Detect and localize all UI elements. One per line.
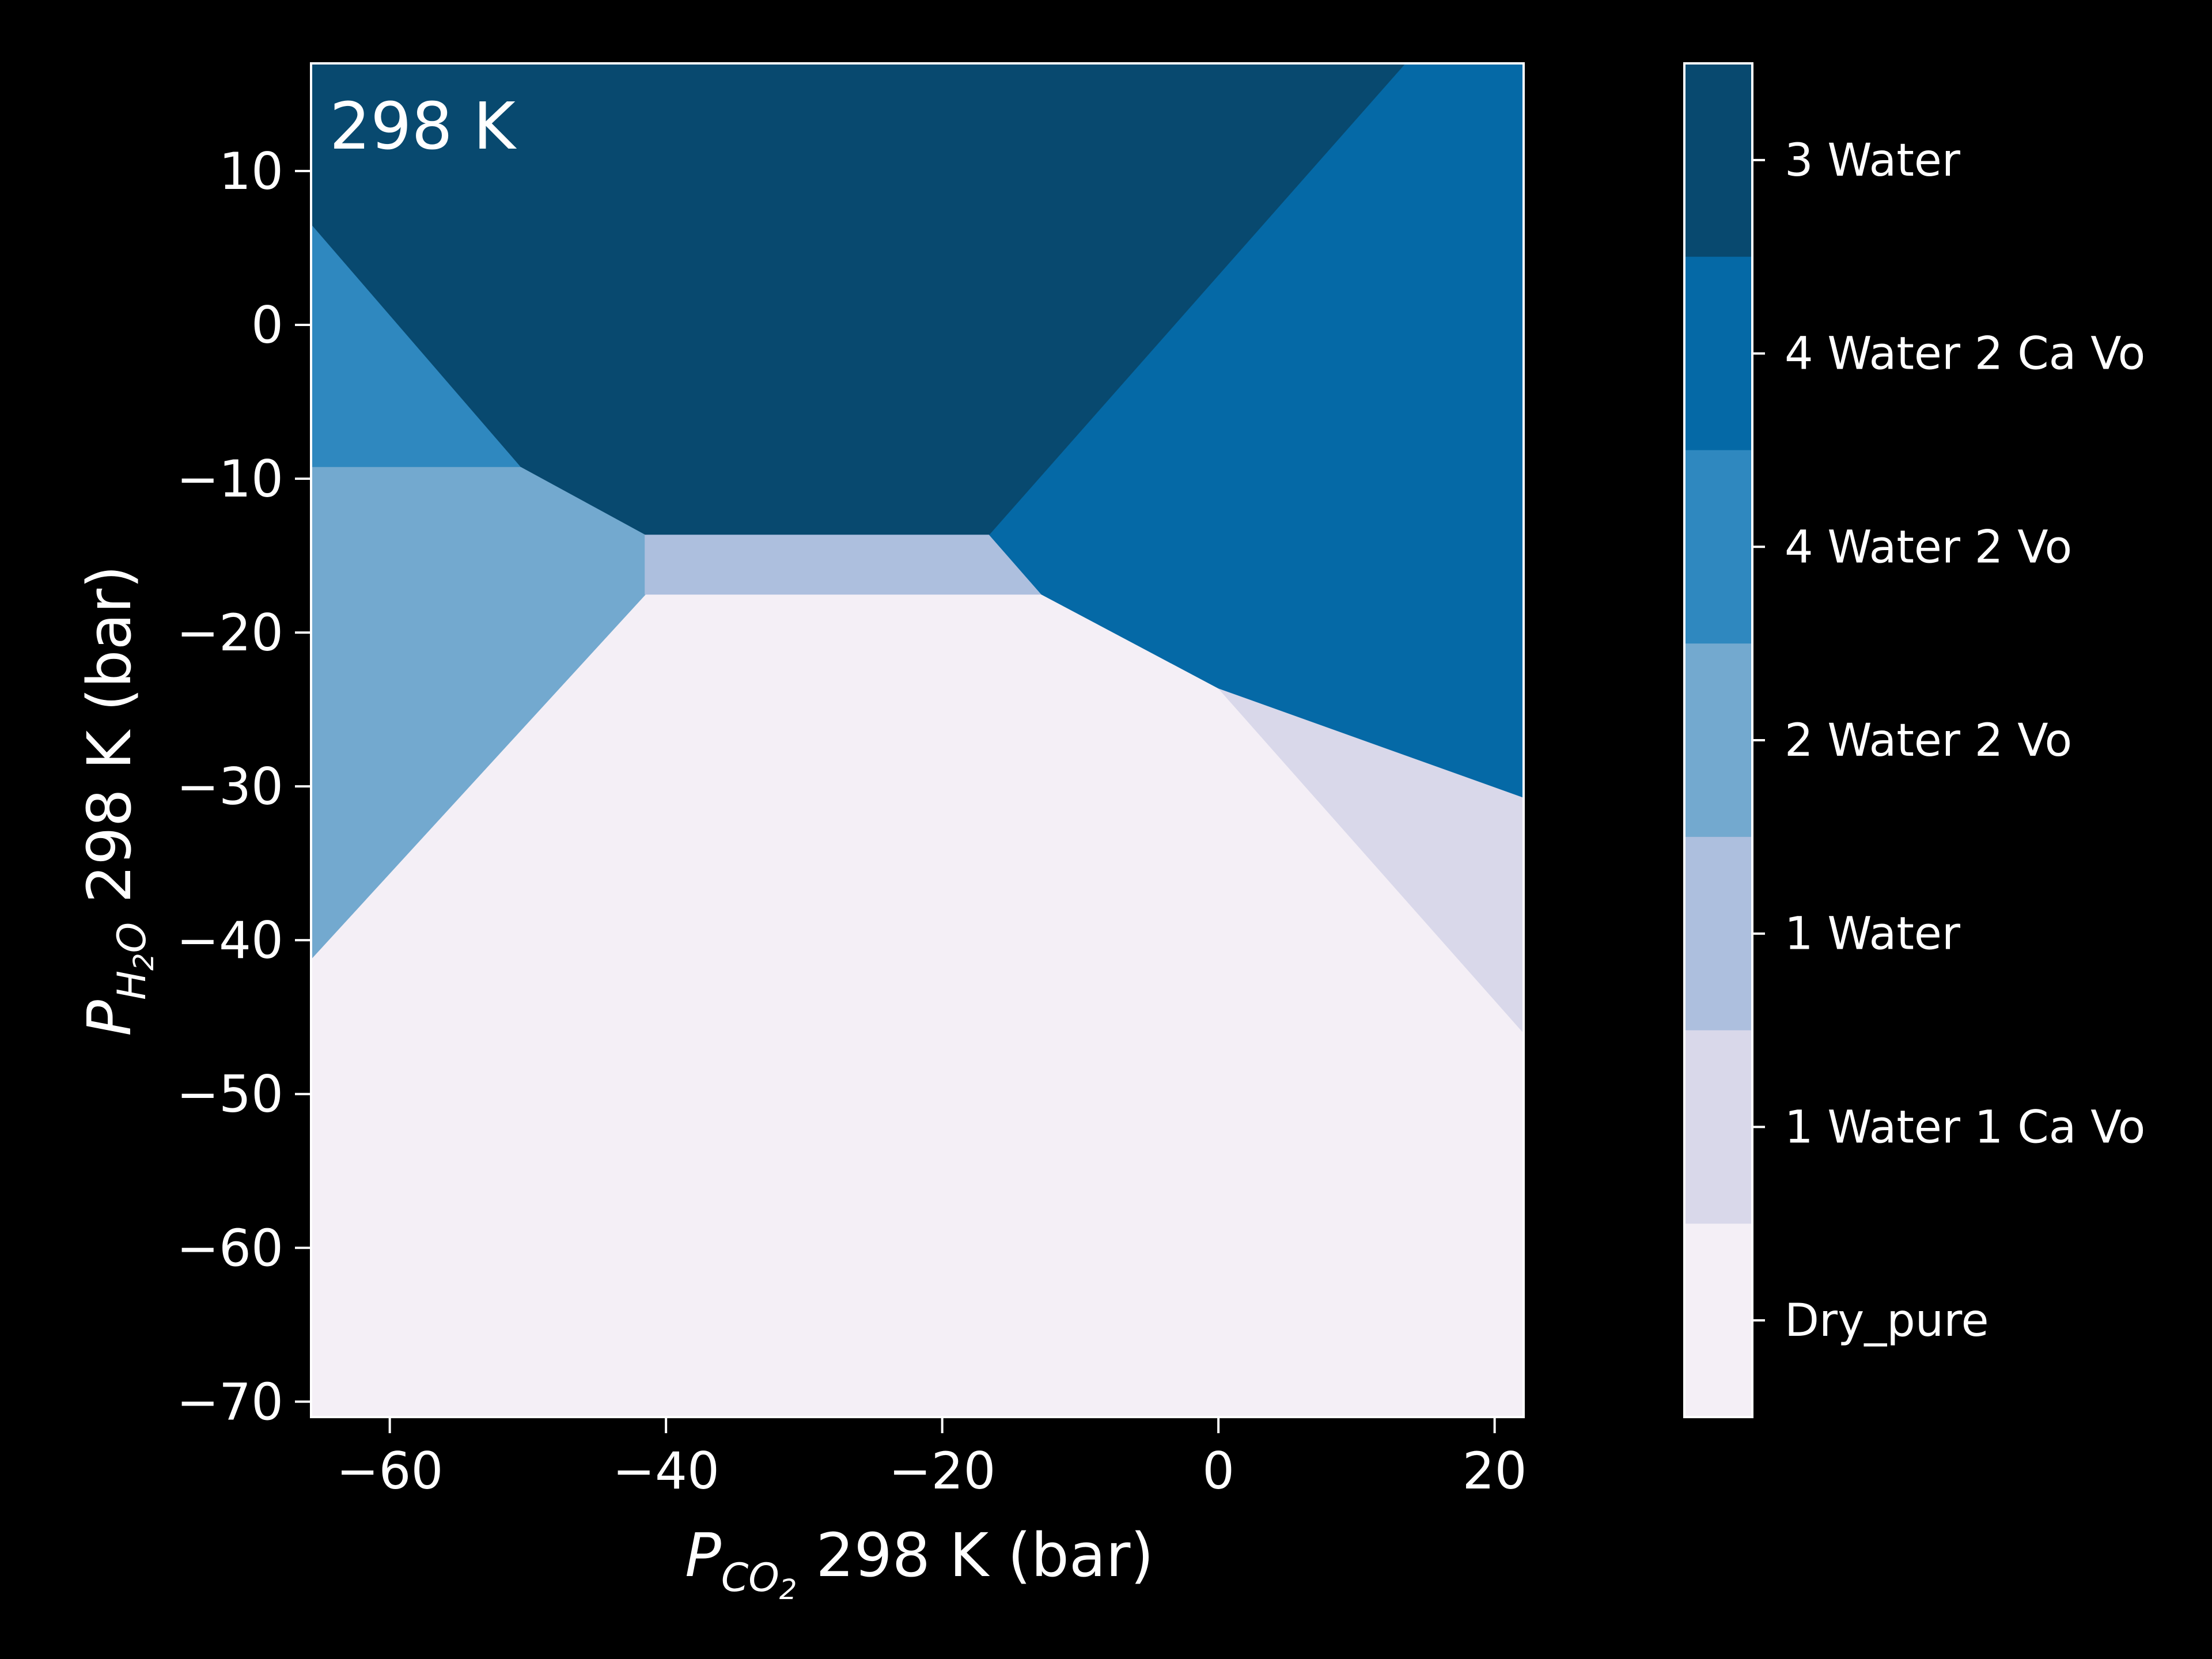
y-tick-label: −10: [176, 449, 283, 509]
x-axis-ticks: −60 −40 −20 0 20: [336, 1417, 1527, 1501]
colorbar: [1684, 63, 1752, 1418]
y-tick-label: −40: [176, 911, 283, 970]
colorbar-label-4-water-2-vo: 4 Water 2 Vo: [1785, 521, 2072, 573]
colorbar-swatch-1-water: [1684, 836, 1752, 1031]
x-tick-label: −20: [889, 1441, 996, 1501]
colorbar-label-1-water: 1 Water: [1785, 908, 1961, 960]
colorbar-swatch-3-water: [1684, 63, 1752, 257]
x-tick-label: 20: [1463, 1441, 1527, 1501]
colorbar-swatch-1-water-1-ca-vo: [1684, 1030, 1752, 1225]
colorbar-label-2-water-2-vo: 2 Water 2 Vo: [1785, 715, 2072, 767]
y-tick-label: −70: [176, 1372, 283, 1431]
y-tick-label: −50: [176, 1065, 283, 1124]
phase-regions: [310, 63, 1524, 1418]
colorbar-label-3-water: 3 Water: [1785, 135, 1961, 187]
colorbar-swatch-dry-pure: [1684, 1224, 1752, 1418]
y-tick-label: −30: [176, 757, 283, 816]
y-tick-label: 0: [251, 296, 283, 355]
region-1-water: [645, 533, 1043, 595]
colorbar-label-dry-pure: Dry_pure: [1785, 1295, 1989, 1347]
colorbar-swatch-4-water-2-vo: [1684, 450, 1752, 645]
colorbar-label-1-water-1-ca-vo: 1 Water 1 Ca Vo: [1785, 1101, 2145, 1153]
x-tick-label: −60: [336, 1441, 444, 1501]
x-axis-label: PCO2 298 K (bar): [685, 1520, 1154, 1606]
temperature-annotation: 298 K: [329, 89, 517, 164]
y-tick-label: 10: [219, 142, 283, 201]
colorbar-swatch-4-water-2-ca-vo: [1684, 256, 1752, 451]
y-tick-label: −20: [176, 603, 283, 662]
x-tick-label: 0: [1202, 1441, 1234, 1501]
y-axis-label: PH2O 298 K (bar): [74, 565, 160, 1036]
colorbar-ticks: 3 Water 4 Water 2 Ca Vo 4 Water 2 Vo 2 Wate…: [1752, 135, 2145, 1347]
plot-frame: [310, 62, 1525, 1418]
x-tick-label: −40: [612, 1441, 719, 1501]
y-axis-ticks: 10 0 −10 −20 −30 −40 −50 −60 −70: [176, 142, 311, 1431]
colorbar-label-4-water-2-ca-vo: 4 Water 2 Ca Vo: [1785, 328, 2145, 380]
colorbar-swatch-2-water-2-vo: [1684, 643, 1752, 838]
y-tick-label: −60: [176, 1218, 283, 1278]
